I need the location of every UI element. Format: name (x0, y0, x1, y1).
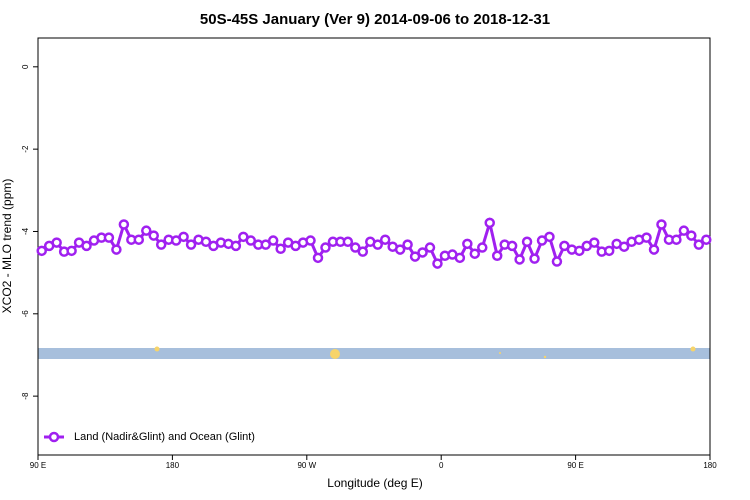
x-tick-label: 0 (439, 461, 444, 470)
data-point (521, 236, 533, 248)
y-tick-label: -6 (21, 310, 30, 318)
data-point (155, 239, 167, 250)
data-point (701, 234, 712, 245)
data-point (111, 244, 122, 255)
x-tick-label: 90 E (30, 461, 46, 470)
data-point (118, 219, 130, 230)
x-axis-label: Longitude (deg E) (327, 476, 422, 490)
data-point (686, 230, 697, 241)
data-point (320, 242, 331, 253)
data-point (417, 247, 428, 258)
data-point (469, 248, 481, 259)
data-point (372, 239, 383, 250)
x-tick-label: 90 E (567, 461, 583, 470)
data-point (454, 252, 466, 264)
y-tick-label: 0 (21, 64, 30, 69)
data-point (477, 242, 488, 253)
data-point (357, 246, 369, 257)
data-point (260, 239, 271, 250)
data-point (462, 238, 473, 250)
x-tick-label: 180 (703, 461, 717, 470)
data-point (409, 251, 421, 262)
y-tick-label: -8 (21, 392, 30, 400)
data-point (671, 234, 682, 245)
data-point (200, 236, 212, 248)
data-point (379, 234, 391, 245)
data-point (603, 245, 615, 257)
data-point (529, 253, 540, 264)
data-point (275, 243, 286, 255)
data-point (342, 236, 354, 248)
data-point (618, 241, 630, 252)
chart-title: 50S-45S January (Ver 9) 2014-09-06 to 20… (200, 11, 550, 28)
data-point (491, 250, 503, 262)
data-point (432, 258, 443, 269)
data-point (178, 231, 189, 243)
data-point (133, 234, 145, 245)
data-point (245, 235, 257, 246)
data-point (148, 230, 159, 241)
data-point (402, 239, 413, 250)
sun-icons (154, 346, 696, 359)
data-point (484, 217, 495, 229)
data-point (551, 256, 563, 267)
data-point (648, 244, 660, 255)
data-point (230, 240, 242, 252)
data-point (141, 225, 152, 236)
data-point (544, 231, 555, 243)
data-point (589, 237, 600, 248)
data-point (66, 245, 77, 257)
data-point (574, 245, 585, 257)
data-point (656, 219, 667, 230)
data-point (514, 254, 525, 265)
data-point (394, 244, 406, 255)
data-point (506, 240, 518, 252)
legend-label: Land (Nadir&Glint) and Ocean (Glint) (74, 431, 255, 443)
data-point (103, 232, 115, 243)
data-point (641, 232, 652, 243)
data-point (267, 235, 279, 246)
data-point (424, 242, 436, 253)
data-point (350, 242, 361, 253)
data-point (678, 225, 690, 236)
data-point (312, 252, 324, 264)
legend-marker (48, 431, 60, 443)
data-point (51, 237, 62, 248)
y-axis-label: XCO2 - MLO trend (ppm) (0, 179, 14, 314)
data-point (693, 239, 705, 250)
plot-frame (37, 37, 711, 456)
data-point (305, 235, 316, 246)
data-point (185, 239, 197, 250)
y-tick-label: -4 (21, 227, 30, 235)
x-tick-label: 90 W (297, 461, 316, 470)
data-point (36, 245, 47, 257)
ocean-band (38, 348, 710, 359)
y-tick-label: -2 (21, 145, 30, 153)
data-point (81, 240, 92, 252)
x-tick-label: 180 (166, 461, 180, 470)
